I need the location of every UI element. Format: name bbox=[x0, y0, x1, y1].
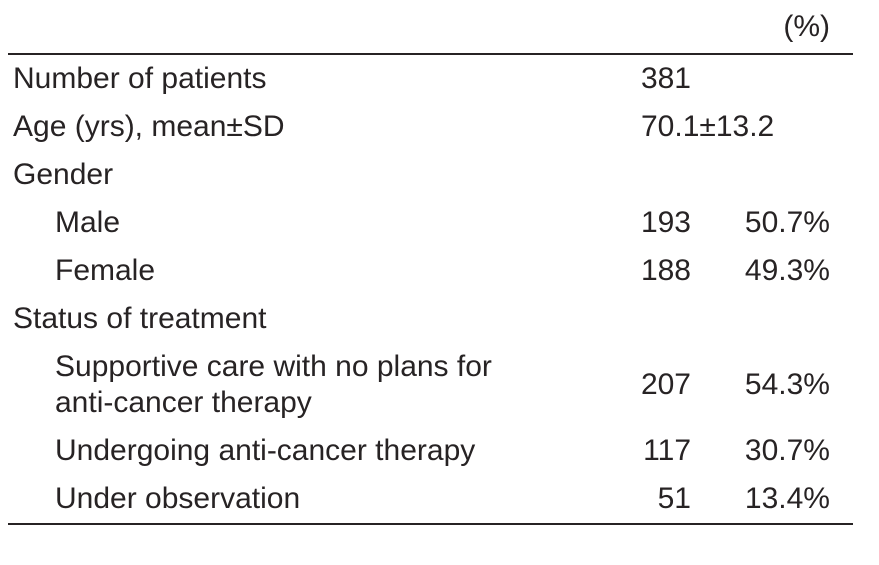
row-percent: 13.4% bbox=[713, 475, 853, 525]
table-row-status-section: Status of treatment bbox=[8, 295, 853, 343]
table-row-supportive-care: Supportive care with no plans for anti-c… bbox=[8, 343, 853, 427]
table-row-undergoing-therapy: Undergoing anti-cancer therapy 117 30.7% bbox=[8, 427, 853, 475]
header-label-spacer bbox=[8, 0, 525, 55]
row-count bbox=[525, 295, 713, 343]
row-percent: 49.3% bbox=[744, 254, 830, 287]
header-percent-label: (%) bbox=[713, 0, 853, 55]
table-header-row: (%) bbox=[8, 0, 853, 55]
row-label: Male bbox=[55, 206, 121, 239]
row-count: 207 bbox=[640, 368, 691, 401]
row-value: 70.1±13.2 bbox=[641, 110, 775, 143]
row-count: 193 bbox=[640, 206, 691, 239]
table-row-under-observation: Under observation 51 13.4% bbox=[8, 475, 853, 525]
row-count bbox=[525, 151, 713, 199]
row-percent: 54.3% bbox=[744, 368, 830, 401]
header-count-spacer bbox=[525, 0, 713, 55]
table-row-female: Female 188 49.3% bbox=[8, 247, 853, 295]
row-count: 51 bbox=[525, 475, 713, 525]
row-percent: 50.7% bbox=[744, 206, 830, 239]
row-label: Age (yrs), mean±SD bbox=[13, 110, 285, 143]
table-row-number-of-patients: Number of patients 381 bbox=[8, 54, 853, 103]
table-row-gender-section: Gender bbox=[8, 151, 853, 199]
row-label: Supportive care with no plans for anti-c… bbox=[55, 350, 492, 419]
row-label: Status of treatment bbox=[13, 302, 267, 335]
row-count: 188 bbox=[640, 254, 691, 287]
row-label: Female bbox=[55, 254, 156, 287]
row-count: 381 bbox=[640, 62, 691, 95]
row-percent bbox=[713, 151, 853, 199]
row-percent: 30.7% bbox=[744, 434, 830, 467]
row-label: Under observation bbox=[8, 475, 525, 525]
row-label: Number of patients bbox=[13, 62, 267, 95]
row-label: Gender bbox=[13, 158, 114, 191]
row-count: 117 bbox=[643, 434, 691, 467]
patient-characteristics-table: (%) Number of patients 381 Age (yrs), me… bbox=[8, 0, 853, 525]
table-row-age: Age (yrs), mean±SD 70.1±13.2 bbox=[8, 103, 853, 151]
row-percent bbox=[713, 54, 853, 103]
row-label: Undergoing anti-cancer therapy bbox=[55, 434, 476, 467]
table-row-male: Male 193 50.7% bbox=[8, 199, 853, 247]
row-percent bbox=[713, 295, 853, 343]
